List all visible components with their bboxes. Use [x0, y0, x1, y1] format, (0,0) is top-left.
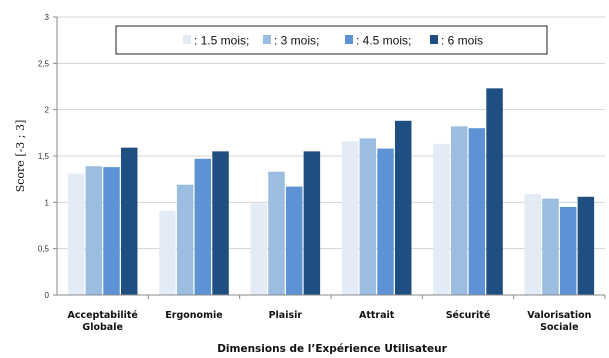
legend-label: : 4.5 mois; — [356, 34, 411, 48]
bar — [67, 173, 85, 295]
legend-swatch — [263, 35, 271, 44]
x-tick-label: Ergonomie — [165, 310, 222, 321]
bar — [303, 151, 321, 295]
bar — [394, 120, 412, 295]
bar — [194, 158, 212, 295]
x-tick-label: Sécurité — [446, 310, 491, 321]
x-tick-label: Plaisir — [269, 310, 303, 321]
legend-swatch — [345, 35, 353, 44]
x-tick-label: Valorisation — [527, 310, 591, 321]
bar — [486, 88, 503, 295]
bar — [341, 141, 359, 295]
bar — [85, 166, 103, 295]
bar — [159, 210, 176, 295]
bar — [268, 171, 285, 295]
bars — [67, 88, 595, 295]
x-tick-label: Sociale — [540, 322, 578, 333]
x-axis-label: Dimensions de l’Expérience Utilisateur — [217, 343, 447, 355]
bar — [103, 167, 120, 295]
bar — [524, 193, 542, 295]
bar — [212, 151, 229, 295]
y-axis-ticks: 0 0,5 1 1,5 2 2,5 3 — [38, 13, 58, 300]
x-tick-label: Attrait — [359, 310, 395, 321]
legend-swatch — [183, 35, 191, 44]
y-tick-label: 3 — [45, 13, 50, 22]
bar — [450, 126, 468, 295]
legend: : 1.5 mois; : 3 mois; : 4.5 mois; : 6 mois — [115, 25, 548, 55]
legend-label: : 1.5 mois; — [194, 34, 249, 48]
bar — [120, 147, 138, 295]
y-tick-label: 1,5 — [38, 152, 50, 161]
gridlines — [57, 16, 605, 296]
bar — [542, 198, 559, 295]
y-tick-label: 1 — [45, 198, 50, 207]
bar — [285, 186, 303, 295]
bar — [359, 138, 377, 295]
legend-label: : 3 mois; — [274, 34, 319, 48]
y-tick-label: 2 — [45, 106, 50, 115]
x-tick-label: Globale — [82, 322, 123, 333]
y-tick-label: 0,5 — [38, 245, 50, 254]
bar — [468, 128, 486, 295]
y-axis-label: Score [-3 ; 3] — [14, 120, 27, 193]
legend-swatch — [430, 35, 438, 44]
bar — [577, 196, 595, 295]
y-tick-label: 2,5 — [38, 59, 50, 68]
x-tick-label: Acceptabilité — [67, 310, 137, 321]
legend-label: : 6 mois — [441, 34, 483, 48]
y-tick-label: 0 — [45, 291, 50, 300]
bar — [433, 143, 450, 295]
bar — [176, 184, 194, 295]
bar — [377, 148, 394, 295]
bar — [559, 206, 577, 295]
bar — [250, 203, 268, 295]
